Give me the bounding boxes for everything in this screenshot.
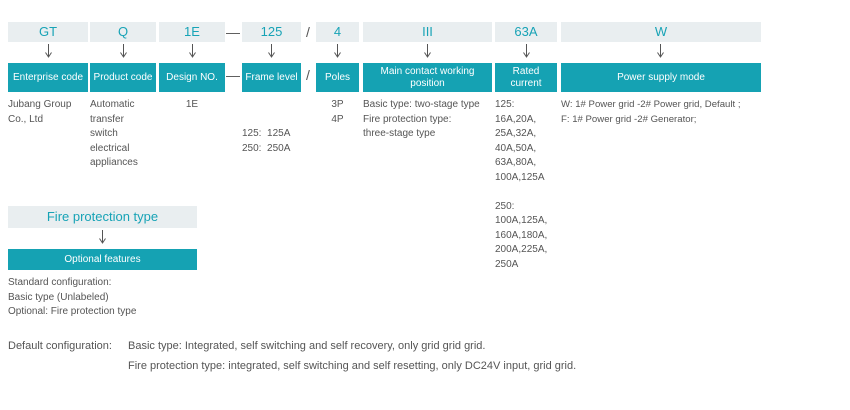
arrow-down-icon: [45, 44, 52, 58]
desc-current: 125: 16A,20A, 25A,32A, 40A,50A, 63A,80A, 100A…: [495, 99, 548, 270]
header-design: Design NO.: [159, 63, 225, 92]
code-current: 63A: [495, 22, 557, 42]
default-config-line2: Fire protection type: integrated, self s…: [128, 360, 577, 372]
code-enterprise: GT: [8, 22, 88, 42]
header-power: Power supply mode: [561, 63, 761, 92]
code-power: W: [561, 22, 761, 42]
default-config-label: Default configuration:: [8, 340, 112, 352]
dash-separator: —: [226, 67, 240, 83]
default-config-line1: Basic type: Integrated, self switching a…: [128, 340, 486, 352]
desc-frame: 125: 125A 250: 250A: [242, 128, 291, 154]
optional-features-header: Optional features: [8, 249, 197, 270]
desc-poles: 3P 4P: [331, 99, 344, 125]
desc-power: W: 1# Power grid -2# Power grid, Default…: [561, 99, 741, 125]
desc-product: Automatic transfer switch electrical applian…: [90, 99, 138, 168]
header-frame: Frame level: [242, 63, 301, 92]
desc-enterprise: Jubang Group Co., Ltd: [8, 99, 72, 125]
desc-contact: Basic type: two-stage type Fire protectio…: [363, 99, 480, 139]
code-product: Q: [90, 22, 156, 42]
header-contact: Main contact working position: [363, 63, 492, 92]
arrow-down-icon: [523, 44, 530, 58]
arrow-down-icon: [657, 44, 664, 58]
header-product: Product code: [90, 63, 156, 92]
arrow-down-icon: [189, 44, 196, 58]
fire-protection-desc: Standard configuration: Basic type (Unlab…: [8, 277, 137, 317]
code-design: 1E: [159, 22, 225, 42]
header-current: Rated current: [495, 63, 557, 92]
fire-protection-title: Fire protection type: [8, 206, 197, 228]
slash-separator: /: [306, 24, 310, 40]
code-frame: 125: [242, 22, 301, 42]
header-poles: Poles: [316, 63, 359, 92]
code-contact: III: [363, 22, 492, 42]
desc-design: 1E: [185, 99, 199, 110]
dash-separator: —: [226, 24, 240, 40]
arrow-down-icon: [424, 44, 431, 58]
arrow-down-icon: [120, 44, 127, 58]
header-enterprise: Enterprise code: [8, 63, 88, 92]
code-poles: 4: [316, 22, 359, 42]
arrow-down-icon: [334, 44, 341, 58]
arrow-down-icon: [99, 230, 106, 244]
slash-separator: /: [306, 67, 310, 83]
arrow-down-icon: [268, 44, 275, 58]
